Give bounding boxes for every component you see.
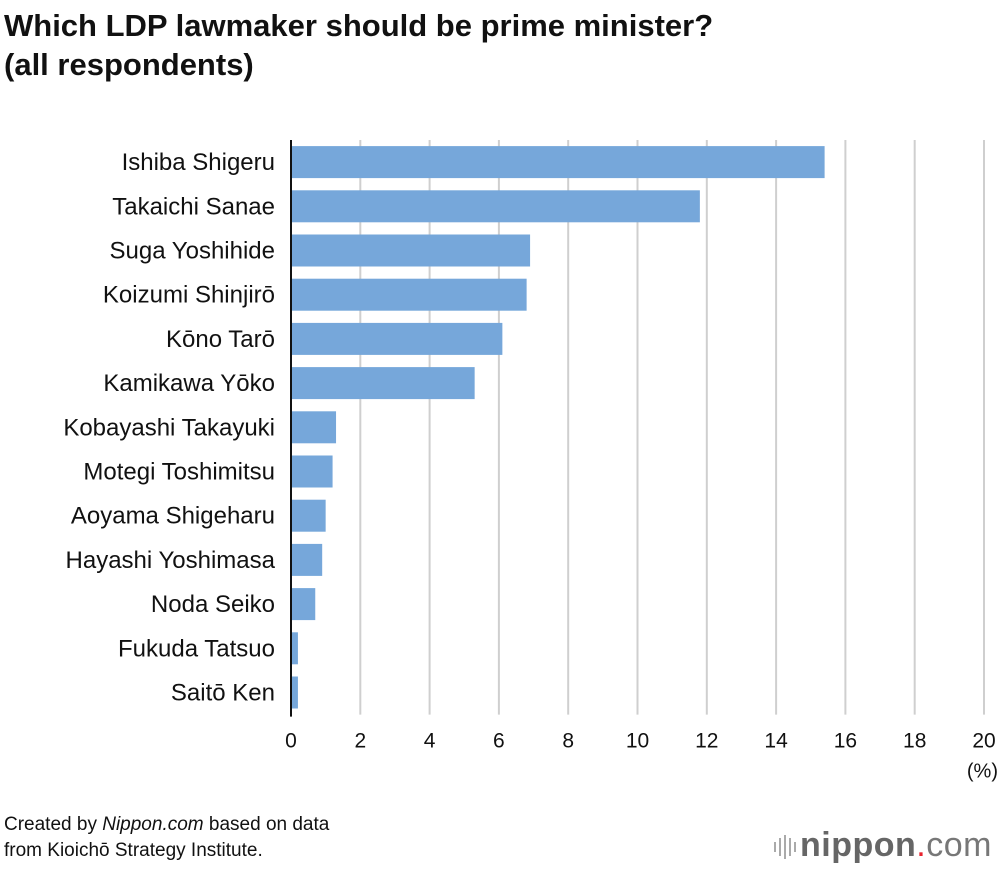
source-note: Created by Nippon.com based on data from… [4, 812, 329, 864]
bar [291, 367, 475, 400]
x-tick-label: 0 [285, 730, 297, 753]
category-label: Kobayashi Takayuki [63, 414, 275, 441]
category-label: Takaichi Sanae [112, 193, 275, 220]
x-tick-label: 6 [493, 730, 505, 753]
source-suffix: based on data [203, 814, 330, 835]
logo-suffix: com [926, 826, 992, 864]
category-label: Suga Yoshihide [110, 238, 276, 265]
x-unit-label: (%) [967, 761, 998, 783]
x-tick-label: 2 [354, 730, 366, 753]
logo-dot: . [916, 826, 927, 864]
category-label: Noda Seiko [151, 591, 275, 618]
category-label: Saitō Ken [171, 680, 275, 707]
category-label: Ishiba Shigeru [122, 149, 275, 176]
logo-name: nippon [800, 826, 917, 864]
x-tick-label: 16 [834, 730, 857, 753]
title-line-1: Which LDP lawmaker should be prime minis… [4, 8, 714, 43]
category-label: Motegi Toshimitsu [83, 459, 275, 486]
category-label: Kamikawa Yōko [103, 370, 275, 397]
category-label: Aoyama Shigeharu [71, 503, 275, 530]
source-line-2: from Kioichō Strategy Institute. [4, 840, 263, 861]
bar-chart: 0 2 4 6 8 10 12 14 16 18 20 (%) Ishiba Shigeru Takaic… [63, 140, 998, 783]
logo-waves-icon [774, 835, 796, 859]
x-tick-label: 14 [764, 730, 788, 753]
bar [291, 411, 337, 444]
bar [291, 278, 527, 311]
category-label: Hayashi Yoshimasa [66, 547, 276, 574]
bar [291, 588, 316, 621]
x-tick-label: 8 [562, 730, 574, 753]
x-tick-label: 20 [972, 730, 995, 753]
bar [291, 322, 503, 355]
category-label: Fukuda Tatsuo [118, 635, 275, 662]
bar [291, 676, 298, 709]
x-tick-label: 10 [626, 730, 649, 753]
bar [291, 499, 326, 532]
source-prefix: Created by [4, 814, 103, 835]
title-line-2: (all respondents) [4, 47, 254, 82]
chart-title: Which LDP lawmaker should be prime minis… [4, 6, 713, 84]
bar [291, 146, 825, 179]
bar [291, 455, 333, 488]
category-label: Koizumi Shinjirō [103, 282, 275, 309]
x-tick-label: 4 [424, 730, 436, 753]
x-tick-label: 12 [695, 730, 718, 753]
category-label: Kōno Tarō [166, 326, 275, 353]
bar [291, 543, 323, 576]
bar [291, 234, 531, 267]
source-name: Nippon.com [102, 814, 204, 835]
bar [291, 190, 700, 223]
bar [291, 632, 298, 665]
x-tick-label: 18 [903, 730, 926, 753]
nippon-logo: nippon.com [772, 826, 992, 865]
